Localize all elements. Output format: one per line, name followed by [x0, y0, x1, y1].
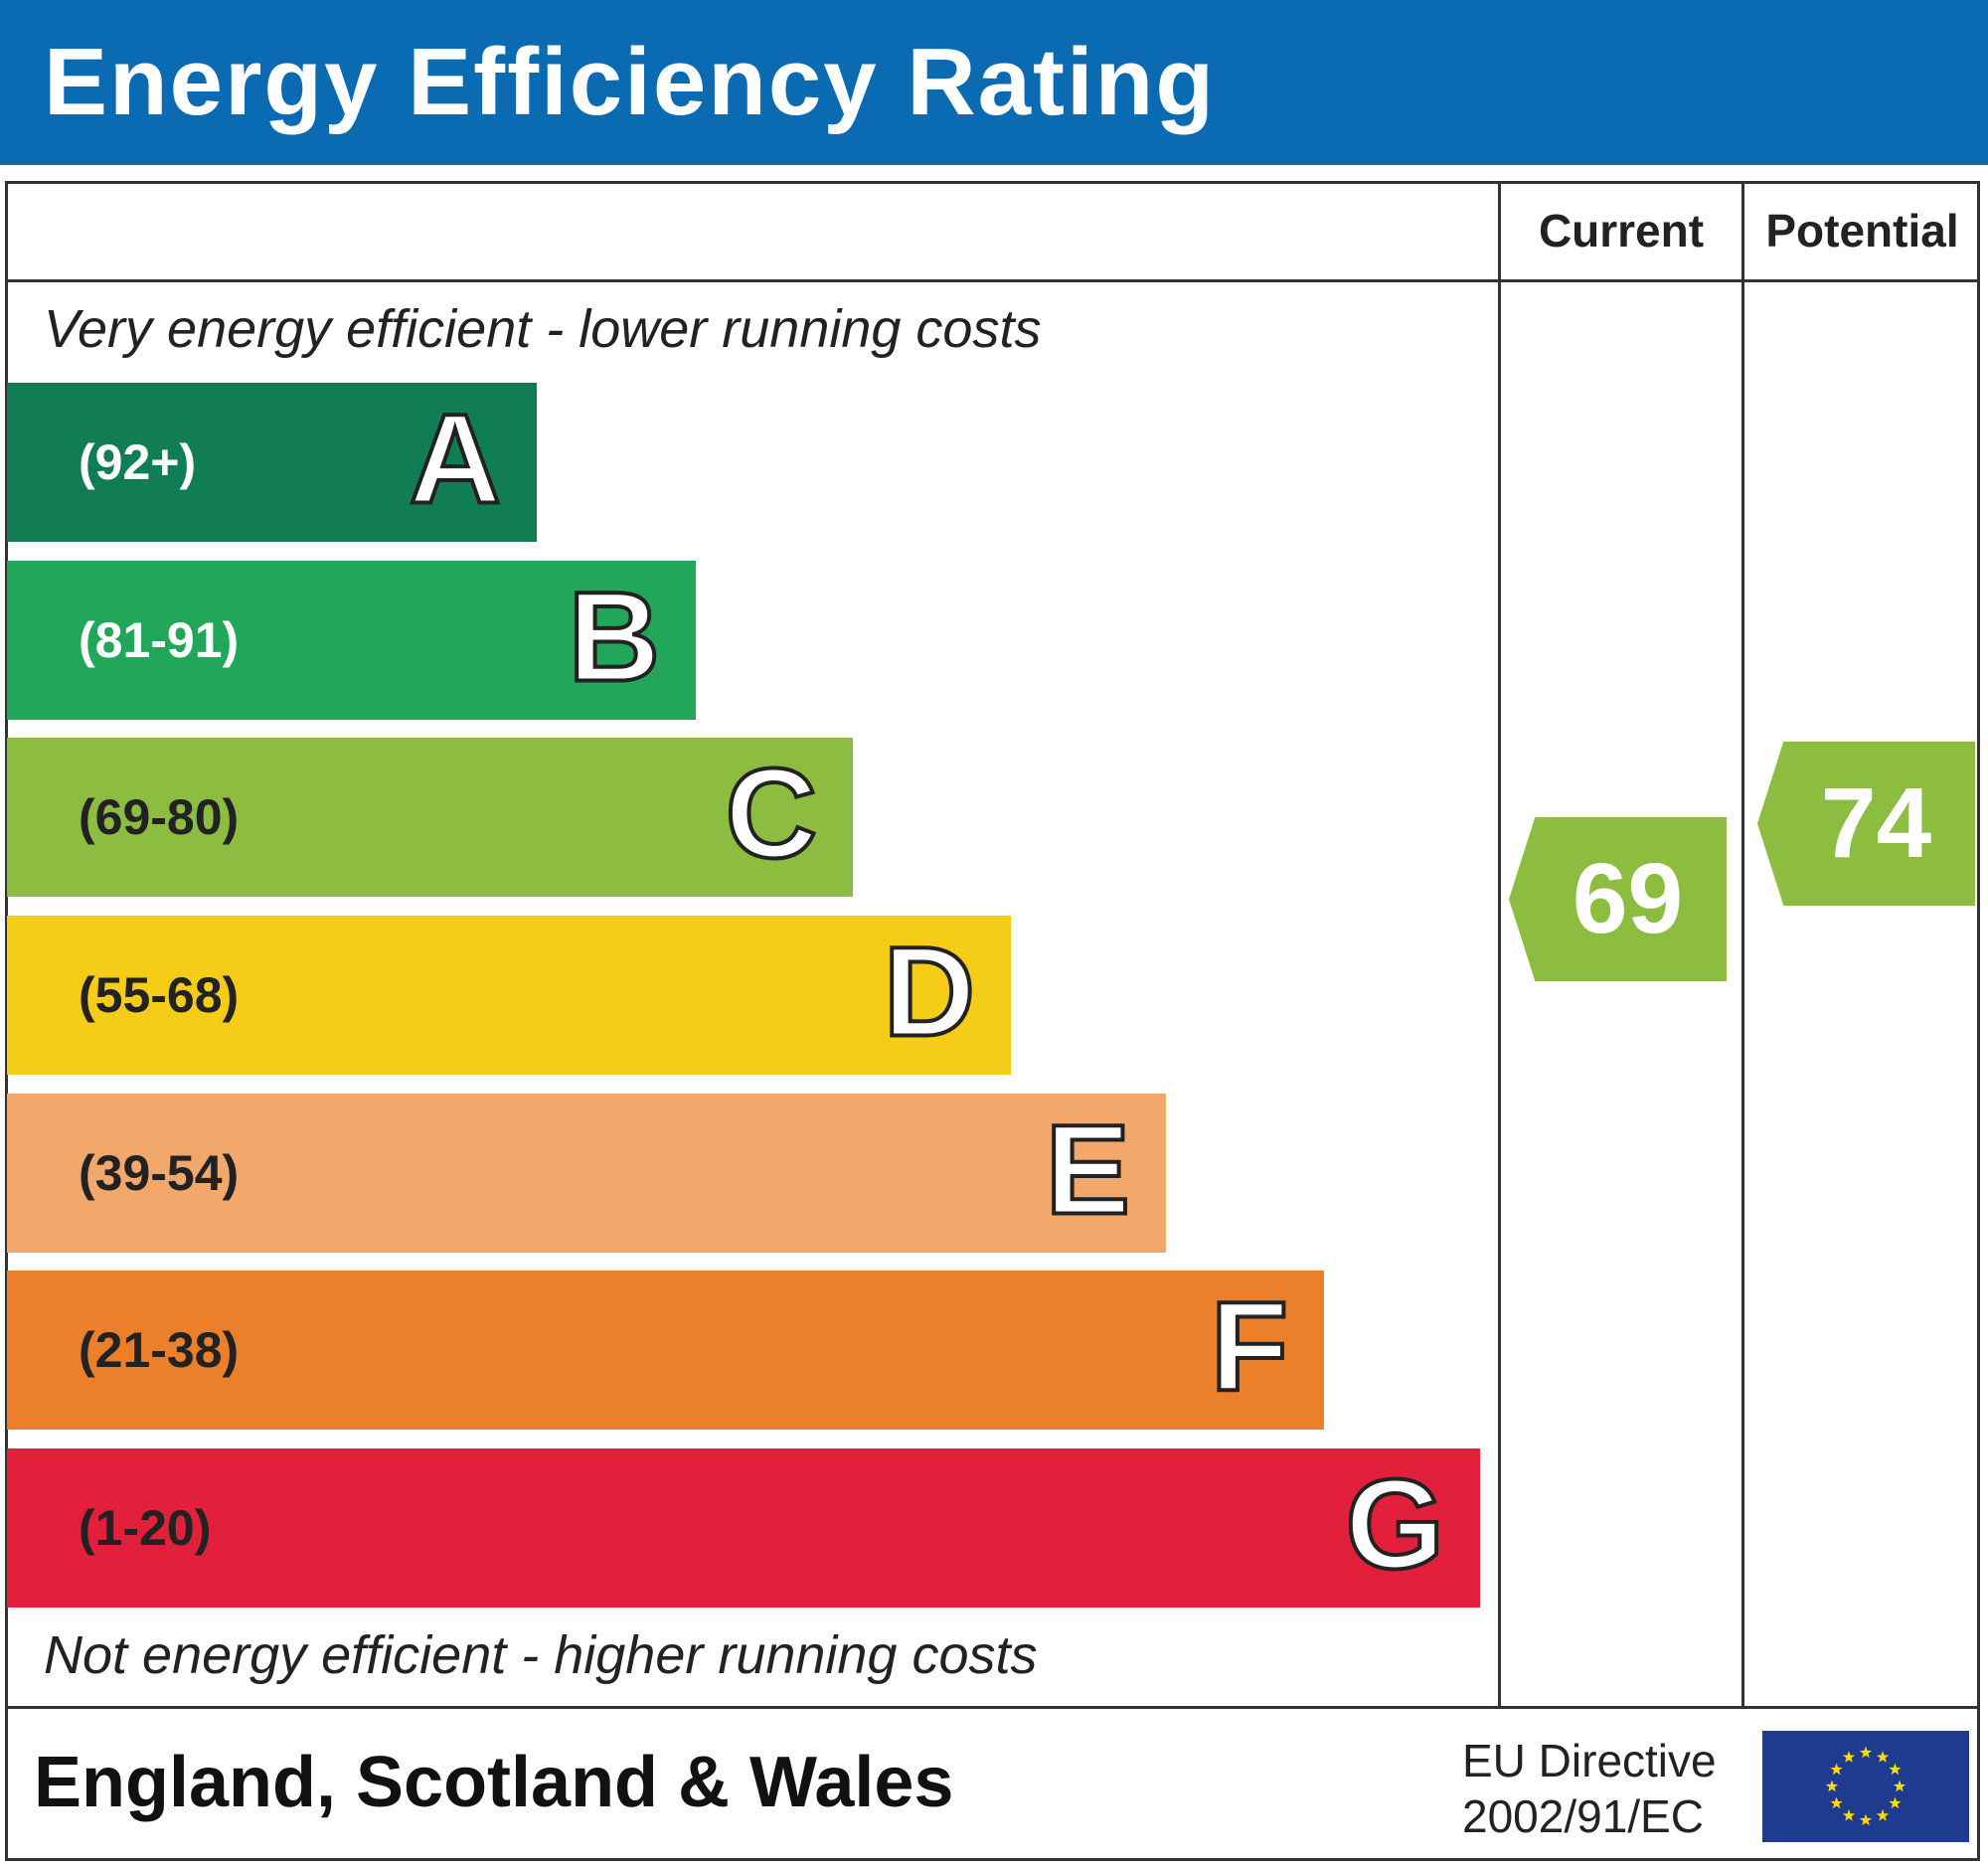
- band-letter: C: [724, 742, 819, 888]
- star-icon: [1830, 1763, 1843, 1776]
- band-letter: E: [1044, 1098, 1132, 1244]
- band-range: (69-80): [79, 789, 240, 845]
- star-icon: [1842, 1751, 1856, 1763]
- band-letter: B: [567, 565, 662, 711]
- region-label: England, Scotland & Wales: [34, 1743, 954, 1822]
- potential-rating-arrow: 74: [1757, 742, 1975, 906]
- star-icon: [1842, 1808, 1856, 1821]
- directive-line2: 2002/91/EC: [1462, 1790, 1704, 1842]
- band-bar-d: (55-68) D: [7, 916, 1011, 1075]
- header-divider: [5, 279, 1980, 282]
- eu-flag-icon: [1762, 1731, 1969, 1842]
- star-icon: [1876, 1751, 1890, 1763]
- band-letter: D: [882, 920, 977, 1066]
- band-letter: F: [1209, 1274, 1290, 1421]
- band-range: (1-20): [79, 1500, 212, 1556]
- star-icon: [1859, 1813, 1873, 1826]
- band-bar-e: (39-54) E: [7, 1094, 1166, 1253]
- top-note: Very energy efficient - lower running co…: [44, 299, 1042, 359]
- band-range: (55-68): [79, 967, 240, 1023]
- band-range: (81-91): [79, 612, 240, 668]
- band-bar-a: (92+) A: [7, 383, 537, 542]
- band-range: (92+): [79, 434, 197, 490]
- footer-divider: [5, 1706, 1980, 1709]
- star-icon: [1825, 1780, 1839, 1792]
- band-range: (39-54): [79, 1145, 240, 1201]
- column-divider: [1741, 181, 1744, 1708]
- star-icon: [1830, 1796, 1843, 1809]
- star-icon: [1859, 1746, 1873, 1759]
- column-header-current: Current: [1538, 205, 1705, 256]
- header-bar: [0, 0, 1988, 165]
- star-icon: [1893, 1780, 1906, 1792]
- band-bar-c: (69-80) C: [7, 738, 853, 897]
- star-icon: [1889, 1796, 1902, 1809]
- band-bar-f: (21-38) F: [7, 1271, 1324, 1430]
- potential-rating-value: 74: [1820, 767, 1932, 879]
- rating-table: [5, 181, 1980, 1861]
- band-letter: G: [1343, 1452, 1446, 1599]
- current-rating-arrow: 69: [1509, 817, 1727, 981]
- current-rating-value: 69: [1572, 843, 1684, 954]
- column-header-potential: Potential: [1765, 205, 1959, 256]
- column-divider: [1498, 181, 1501, 1708]
- directive-line1: EU Directive: [1462, 1735, 1717, 1786]
- star-icon: [1876, 1808, 1890, 1821]
- band-bar-b: (81-91) B: [7, 561, 696, 720]
- star-icon: [1889, 1763, 1902, 1776]
- band-letter: A: [408, 387, 503, 533]
- bottom-note: Not energy efficient - higher running co…: [44, 1625, 1038, 1685]
- chart-title: Energy Efficiency Rating: [44, 29, 1216, 135]
- band-bar-g: (1-20) G: [7, 1448, 1480, 1608]
- band-range: (21-38): [79, 1322, 240, 1378]
